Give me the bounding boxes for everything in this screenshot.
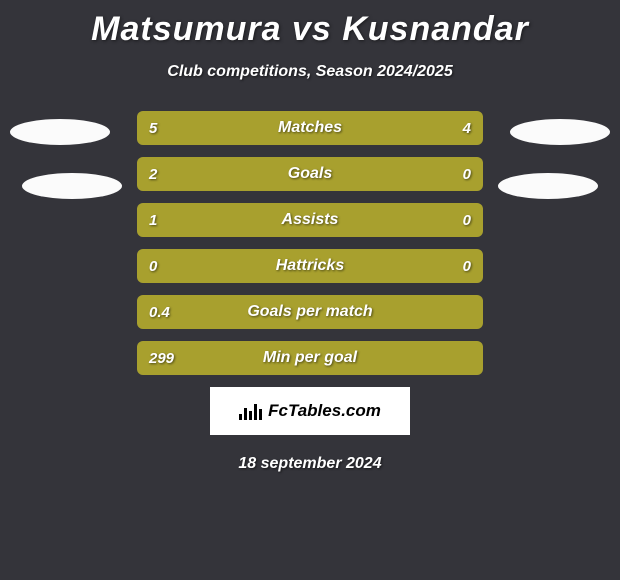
watermark: FcTables.com	[210, 387, 410, 435]
bar-fill-right	[402, 203, 483, 237]
bar-fill-left	[137, 341, 483, 375]
bar-row: Assists10	[137, 203, 483, 237]
bar-fill-left	[137, 295, 483, 329]
player-badge-left-1	[10, 119, 110, 145]
bar-row: Matches54	[137, 111, 483, 145]
bars-container: Matches54 Goals20 Assists10 Hattricks00 Goal…	[137, 111, 483, 375]
player-badge-right-1	[510, 119, 610, 145]
player-badge-right-2	[498, 173, 598, 199]
page-title: Matsumura vs Kusnandar	[0, 0, 620, 49]
watermark-text: FcTables.com	[268, 401, 381, 421]
bar-row: Hattricks00	[137, 249, 483, 283]
comparison-chart: Matches54 Goals20 Assists10 Hattricks00 Goal…	[0, 111, 620, 375]
bar-fill-left	[137, 249, 483, 283]
bar-fill-left	[137, 203, 402, 237]
bar-fill-left	[137, 157, 402, 191]
bar-fill-left	[137, 111, 329, 145]
bar-row: Min per goal299	[137, 341, 483, 375]
player-badge-left-2	[22, 173, 122, 199]
subtitle: Club competitions, Season 2024/2025	[0, 63, 620, 81]
date-label: 18 september 2024	[0, 455, 620, 473]
bar-fill-right	[329, 111, 483, 145]
watermark-icon	[239, 402, 262, 420]
bar-fill-right	[402, 157, 483, 191]
bar-row: Goals20	[137, 157, 483, 191]
bar-row: Goals per match0.4	[137, 295, 483, 329]
